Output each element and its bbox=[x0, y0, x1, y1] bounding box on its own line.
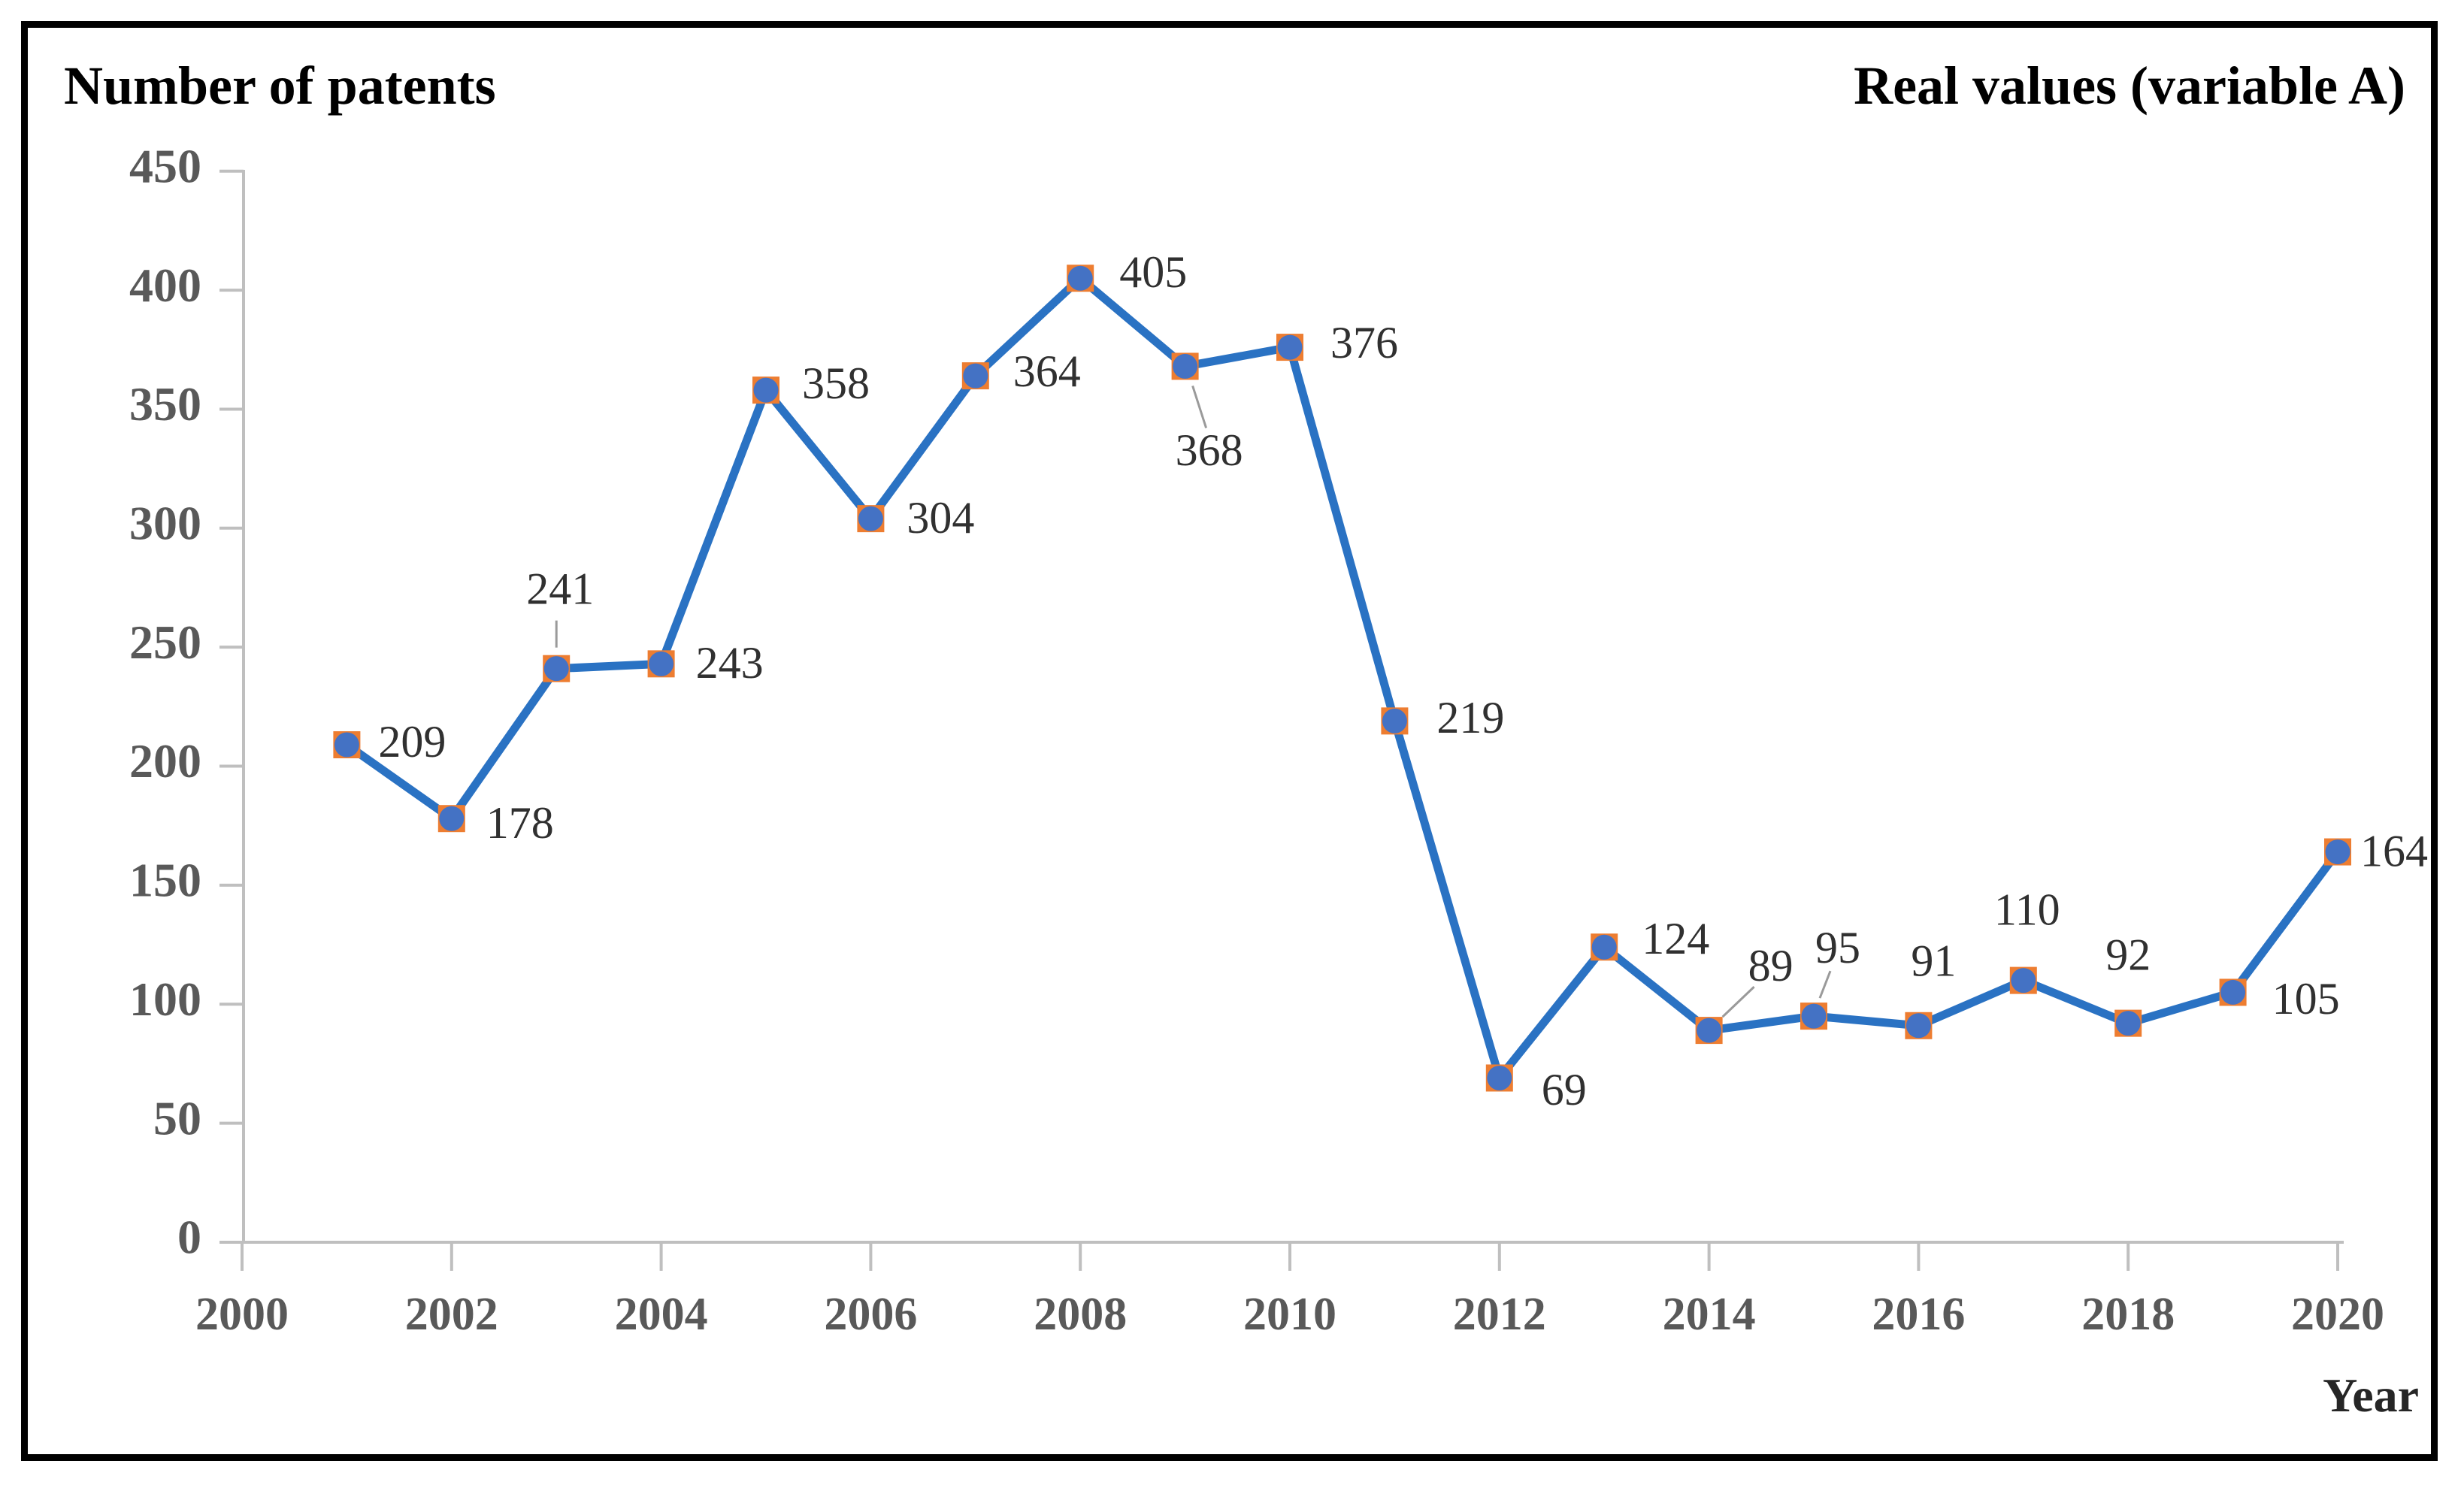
data-marker bbox=[1382, 708, 1407, 733]
data-marker bbox=[2115, 1011, 2141, 1036]
data-marker bbox=[2325, 839, 2350, 865]
data-marker bbox=[1067, 265, 1093, 291]
data-marker bbox=[1906, 1013, 1931, 1039]
data-label: 243 bbox=[696, 638, 764, 688]
data-label: 178 bbox=[486, 798, 554, 848]
x-axis-tick-label: 2014 bbox=[1663, 1289, 1756, 1340]
data-label: 95 bbox=[1815, 923, 1860, 972]
data-label: 241 bbox=[526, 564, 594, 613]
data-label: 368 bbox=[1176, 425, 1243, 475]
x-axis-tick-label: 2018 bbox=[2081, 1289, 2175, 1340]
data-marker bbox=[963, 363, 988, 389]
data-label: 364 bbox=[1013, 346, 1081, 396]
x-axis-tick-label: 2016 bbox=[1872, 1289, 1965, 1340]
chart-border-frame bbox=[21, 21, 2438, 1461]
x-axis-tick-label: 2010 bbox=[1243, 1289, 1336, 1340]
data-label: 89 bbox=[1748, 941, 1794, 990]
y-axis-tick-label: 400 bbox=[129, 259, 201, 312]
series-line bbox=[342, 274, 2342, 1082]
y-axis-tick-label: 0 bbox=[177, 1211, 201, 1264]
data-label: 92 bbox=[2105, 930, 2151, 979]
data-label: 304 bbox=[907, 493, 974, 543]
data-marker bbox=[858, 506, 883, 531]
data-marker bbox=[1801, 1003, 1827, 1029]
axes: 0 50 100 150 200 250 300 350 400 450 2000 2002 2004 2… bbox=[129, 139, 2384, 1340]
data-label: 69 bbox=[1542, 1065, 1587, 1114]
data-label-leader bbox=[1191, 385, 1208, 428]
right-chart-title: Real values (variable A) bbox=[1854, 56, 2405, 116]
data-marker bbox=[2220, 979, 2246, 1005]
x-axis-tick-label: 2008 bbox=[1034, 1289, 1127, 1340]
x-axis-tick-label: 2020 bbox=[2291, 1289, 2384, 1340]
data-marker bbox=[1697, 1018, 1722, 1043]
data-marker bbox=[1487, 1065, 1512, 1090]
x-axis-tick-label: 2012 bbox=[1453, 1289, 1546, 1340]
y-axis-tick-label: 350 bbox=[129, 377, 201, 431]
data-label: 358 bbox=[802, 358, 870, 408]
data-label: 405 bbox=[1119, 247, 1187, 297]
data-label: 91 bbox=[1911, 936, 1956, 986]
data-label-leader bbox=[1818, 970, 1832, 999]
patents-series-line bbox=[342, 274, 2342, 1082]
data-markers bbox=[333, 265, 2351, 1092]
y-axis-tick-label: 200 bbox=[129, 734, 201, 788]
data-marker bbox=[1173, 353, 1198, 379]
left-axis-title: Number of patents bbox=[64, 56, 496, 116]
data-marker bbox=[543, 656, 569, 682]
y-axis-tick-label: 50 bbox=[153, 1091, 201, 1145]
data-marker bbox=[1591, 934, 1617, 960]
y-axis-tick-label: 450 bbox=[129, 139, 201, 192]
data-marker bbox=[2011, 968, 2036, 993]
data-label: 164 bbox=[2360, 826, 2428, 876]
data-marker bbox=[439, 806, 465, 831]
y-axis-tick-label: 300 bbox=[129, 496, 201, 549]
data-label: 219 bbox=[1436, 693, 1504, 742]
x-axis-title: Year bbox=[2323, 1368, 2419, 1422]
data-label: 110 bbox=[1994, 885, 2060, 934]
data-marker bbox=[334, 732, 359, 758]
data-label-leader-lines bbox=[555, 385, 1832, 1018]
data-label: 124 bbox=[1642, 914, 1709, 963]
data-label: 209 bbox=[378, 717, 446, 767]
data-label: 105 bbox=[2272, 974, 2340, 1024]
x-axis-tick-label: 2006 bbox=[824, 1289, 917, 1340]
data-marker bbox=[1277, 334, 1303, 360]
data-label: 376 bbox=[1330, 318, 1398, 367]
x-axis-tick-label: 2002 bbox=[405, 1289, 498, 1340]
data-marker bbox=[649, 651, 674, 676]
data-labels: 209 178 241 243 358 304 364 405 368 376 219 69 124 89… bbox=[378, 247, 2428, 1114]
x-axis-tick-label: 2004 bbox=[615, 1289, 708, 1340]
x-axis-tick-label: 2000 bbox=[195, 1289, 289, 1340]
data-marker bbox=[753, 377, 779, 403]
data-label-leader bbox=[1721, 986, 1755, 1018]
y-axis-tick-label: 100 bbox=[129, 972, 201, 1026]
y-axis-tick-label: 250 bbox=[129, 615, 201, 669]
y-axis-tick-label: 150 bbox=[129, 854, 201, 907]
